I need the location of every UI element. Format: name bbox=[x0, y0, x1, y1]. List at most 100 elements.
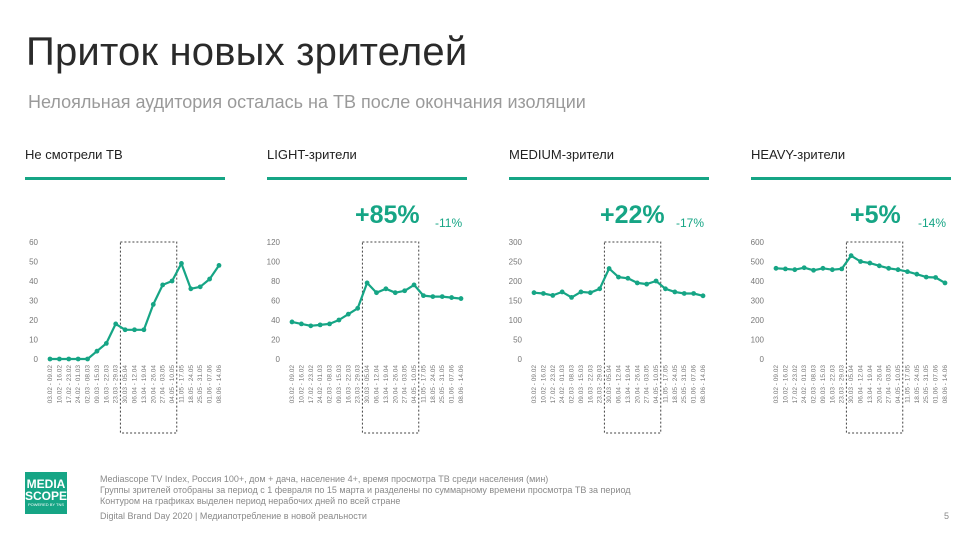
data-point bbox=[179, 261, 184, 266]
data-point bbox=[559, 289, 565, 295]
data-point bbox=[942, 280, 948, 286]
x-tick-label: 25.05 - 31.05 bbox=[681, 365, 688, 404]
x-tick-label: 30.03 - 05.04 bbox=[364, 365, 371, 404]
data-point bbox=[150, 302, 156, 307]
data-point bbox=[85, 356, 90, 362]
data-point bbox=[858, 259, 863, 264]
data-point bbox=[141, 327, 147, 333]
data-point bbox=[374, 290, 379, 296]
y-tick-label: 200 bbox=[751, 316, 765, 325]
x-tick-label: 25.05 - 31.05 bbox=[439, 365, 446, 404]
isolation-box bbox=[603, 241, 662, 434]
data-point bbox=[439, 294, 445, 299]
data-point bbox=[895, 267, 901, 273]
x-tick-label: 10.02 - 16.02 bbox=[298, 365, 305, 404]
data-point bbox=[308, 323, 314, 329]
series-line bbox=[533, 267, 704, 299]
x-tick-label: 13.04 - 19.04 bbox=[625, 365, 632, 404]
x-tick-label: 23.03 - 29.03 bbox=[113, 365, 120, 404]
data-point bbox=[782, 266, 788, 272]
isolation-box bbox=[361, 241, 420, 434]
x-tick-label: 01.06 - 07.06 bbox=[933, 365, 940, 404]
y-tick-label: 60 bbox=[29, 238, 38, 247]
x-tick-label: 17.02 - 23.02 bbox=[66, 365, 73, 404]
x-tick-label: 18.05 - 24.05 bbox=[188, 365, 195, 404]
y-tick-label: 0 bbox=[760, 355, 765, 364]
y-tick-label: 60 bbox=[271, 297, 280, 306]
y-tick-label: 0 bbox=[276, 355, 281, 364]
x-tick-label: 17.02 - 23.02 bbox=[550, 365, 557, 404]
y-tick-label: 100 bbox=[751, 336, 765, 345]
x-tick-label: 08.06 - 14.06 bbox=[700, 365, 707, 404]
y-tick-label: 100 bbox=[509, 316, 523, 325]
data-point bbox=[207, 276, 213, 282]
x-tick-label: 08.06 - 14.06 bbox=[942, 365, 949, 404]
x-tick-label: 03.02 - 09.02 bbox=[47, 365, 54, 404]
groups-note: Группы зрителей отобраны за период с 1 ф… bbox=[100, 485, 631, 495]
event-footer: Digital Brand Day 2020 | Медиапотреблени… bbox=[100, 511, 367, 521]
data-point bbox=[811, 267, 816, 273]
data-point bbox=[905, 269, 910, 275]
y-tick-label: 300 bbox=[509, 238, 523, 247]
data-point bbox=[550, 293, 556, 298]
data-point bbox=[47, 356, 53, 362]
outline-note: Контуром на графиках выделен период нера… bbox=[100, 496, 401, 506]
data-point bbox=[653, 278, 659, 284]
data-point bbox=[820, 265, 826, 271]
y-tick-label: 50 bbox=[513, 336, 522, 345]
decline-value: -14% bbox=[918, 216, 947, 230]
data-point bbox=[792, 267, 798, 273]
x-tick-label: 11.05 - 17.05 bbox=[904, 365, 911, 403]
isolation-box bbox=[119, 241, 178, 434]
x-tick-label: 04.05 - 10.05 bbox=[411, 365, 418, 404]
y-tick-label: 120 bbox=[267, 238, 281, 247]
panel-medium: MEDIUM-зрители +22% -17% 0 50 100 150 200 250… bbox=[509, 145, 709, 445]
x-tick-label: 10.02 - 16.02 bbox=[540, 365, 547, 404]
y-tick-label: 20 bbox=[271, 336, 280, 345]
data-point bbox=[801, 265, 807, 271]
data-point bbox=[317, 322, 323, 328]
source-note: Mediascope TV Index, Россия 100+, дом + … bbox=[100, 474, 549, 484]
y-tick-label: 50 bbox=[29, 258, 38, 267]
panel-divider bbox=[25, 177, 225, 180]
data-point bbox=[364, 280, 370, 286]
x-tick-label: 03.02 - 09.02 bbox=[773, 365, 780, 404]
data-point bbox=[345, 311, 351, 317]
data-point bbox=[75, 356, 81, 362]
y-tick-label: 20 bbox=[29, 316, 38, 325]
data-point bbox=[540, 291, 546, 296]
y-tick-label: 600 bbox=[751, 238, 765, 247]
x-tick-label: 24.02 - 01.03 bbox=[801, 365, 808, 404]
x-tick-label: 17.02 - 23.02 bbox=[308, 365, 315, 404]
x-tick-label: 08.06 - 14.06 bbox=[458, 365, 465, 404]
data-point bbox=[56, 356, 62, 362]
data-point bbox=[421, 293, 426, 299]
x-tick-label: 10.02 - 16.02 bbox=[56, 365, 63, 404]
y-tick-label: 40 bbox=[29, 277, 38, 286]
x-tick-label: 20.04 - 26.04 bbox=[150, 365, 157, 404]
x-tick-label: 10.02 - 16.02 bbox=[782, 365, 789, 404]
y-tick-label: 0 bbox=[34, 355, 39, 364]
x-tick-label: 06.04 - 12.04 bbox=[616, 365, 623, 404]
x-tick-label: 25.05 - 31.05 bbox=[923, 365, 930, 404]
data-point bbox=[634, 280, 640, 286]
x-tick-label: 09.03 - 15.03 bbox=[820, 365, 827, 404]
panel-divider bbox=[267, 177, 467, 180]
x-tick-label: 13.04 - 19.04 bbox=[383, 365, 390, 404]
decline-value: -11% bbox=[435, 216, 463, 230]
y-tick-label: 400 bbox=[751, 277, 765, 286]
x-tick-label: 02.03 - 08.03 bbox=[569, 365, 576, 404]
data-point bbox=[663, 286, 668, 292]
x-tick-label: 08.06 - 14.06 bbox=[216, 365, 223, 404]
x-tick-label: 06.04 - 12.04 bbox=[374, 365, 381, 404]
chart-heavy: 0 100 200 300 400 500 600 03.02 - 09.02 10.02 - … bbox=[751, 238, 949, 434]
data-point bbox=[449, 295, 455, 300]
growth-value: +5% bbox=[850, 201, 901, 229]
data-point bbox=[355, 305, 361, 311]
data-point bbox=[411, 282, 417, 288]
growth-value: +22% bbox=[600, 201, 665, 229]
x-tick-label: 04.05 - 10.05 bbox=[895, 365, 902, 404]
data-point bbox=[587, 290, 593, 296]
data-point bbox=[531, 290, 537, 296]
